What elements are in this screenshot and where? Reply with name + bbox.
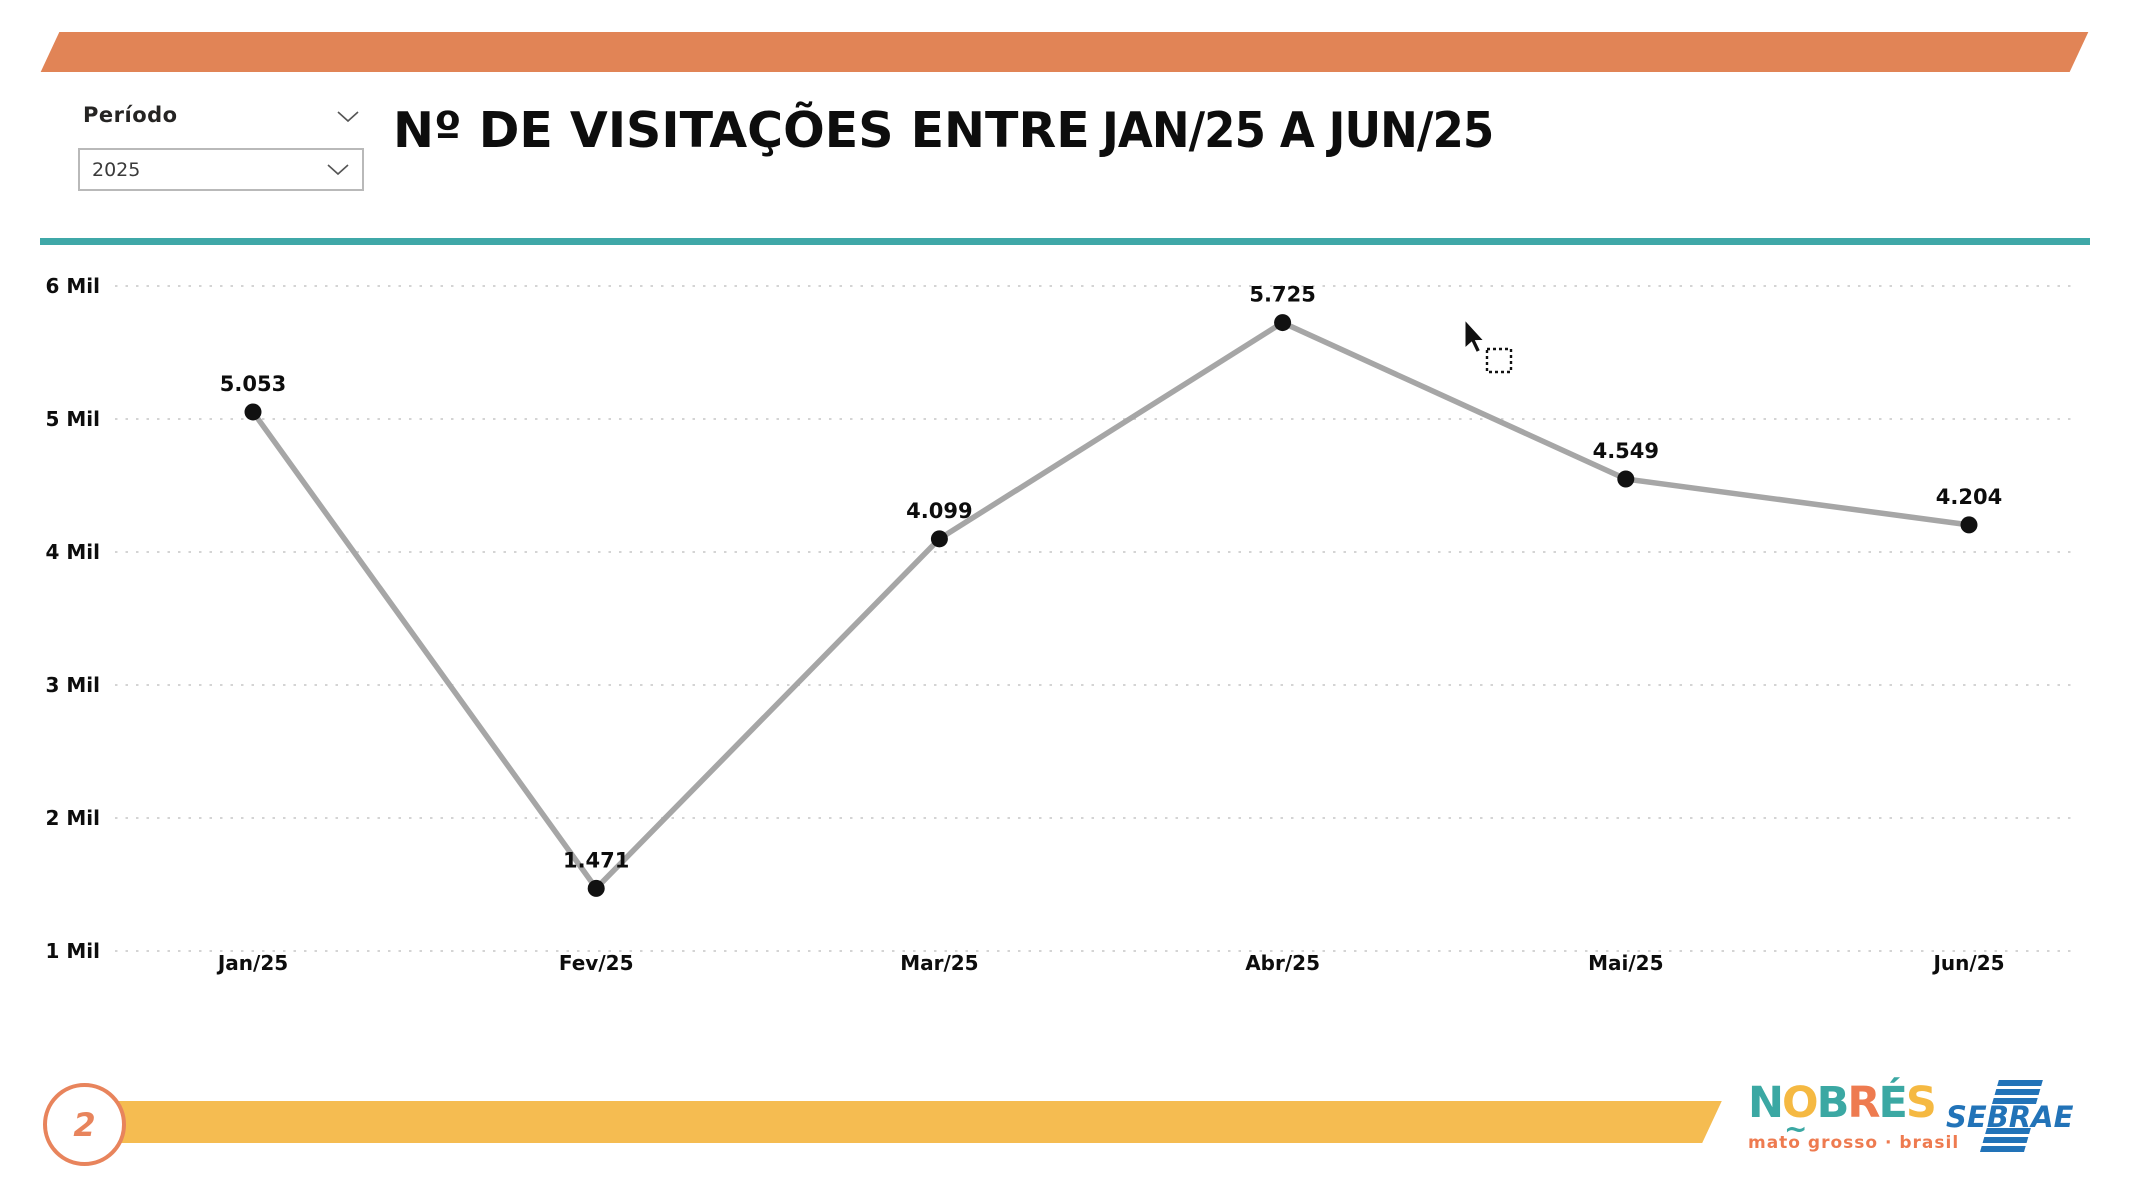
data-point-label: 5.053 (220, 372, 286, 396)
nobres-letter: S (1905, 1078, 1937, 1128)
data-point-marker[interactable] (1617, 470, 1635, 488)
page-number: 2 (73, 1105, 96, 1144)
nobres-letter: É (1878, 1078, 1907, 1128)
period-dropdown[interactable]: 2025 (78, 148, 364, 191)
pointer-cursor-icon (1464, 318, 1485, 354)
nobres-logo-subtitle: mato grosso · brasil (1748, 1133, 1960, 1154)
x-axis-label: Mar/25 (900, 951, 978, 975)
teal-divider (40, 238, 2090, 245)
page-number-badge: 2 (43, 1083, 126, 1166)
x-axis-label: Abr/25 (1245, 951, 1320, 975)
x-axis-label: Fev/25 (559, 951, 634, 975)
y-axis-tick-label: 2 Mil (46, 806, 101, 830)
y-axis-tick-label: 6 Mil (46, 274, 101, 298)
data-point-marker[interactable] (1960, 516, 1978, 534)
slicer-title: Período (83, 103, 178, 127)
page-title-main: Nº DE VISITAÇÕES ENTRE (393, 102, 1090, 159)
x-axis-label: Jun/25 (1931, 951, 2004, 975)
chevron-down-icon[interactable] (326, 163, 350, 177)
series-line (250, 319, 1972, 892)
selection-marquee (1485, 347, 1513, 374)
nobres-letter: N (1748, 1078, 1784, 1128)
data-point-marker[interactable] (930, 530, 948, 548)
data-point-label: 4.204 (1936, 485, 2002, 509)
y-axis-tick-label: 4 Mil (46, 540, 101, 564)
mouse-cursor (1464, 318, 1513, 374)
x-axis-label: Mai/25 (1588, 951, 1663, 975)
data-point-marker[interactable] (244, 403, 262, 421)
nobres-tilde-decoration: ~ (1784, 1112, 1808, 1146)
sebrae-bar (1985, 1128, 2031, 1134)
nobres-logo-word: NO ~ BRÉS (1748, 1078, 1937, 1146)
page-title-range: JAN/25 A JUN/25 (1101, 102, 1494, 159)
sebrae-bar (1982, 1137, 2029, 1143)
nobres-letter: B (1816, 1078, 1850, 1128)
sebrae-bars-icon (1979, 1128, 2031, 1155)
y-axis-tick-label: 5 Mil (46, 407, 101, 431)
sebrae-bar (1979, 1146, 2026, 1152)
data-point-marker[interactable] (587, 879, 605, 897)
data-point-label: 5.725 (1249, 283, 1315, 307)
footer-bar (74, 1101, 1722, 1143)
nobres-logo: NO ~ BRÉS mato grosso · brasil (1748, 1078, 1960, 1154)
y-axis-tick-label: 1 Mil (46, 939, 101, 963)
data-point-label: 1.471 (563, 848, 629, 872)
data-point-label: 4.549 (1593, 439, 1659, 463)
x-axis-label: Jan/25 (216, 951, 288, 975)
chevron-down-icon[interactable] (336, 110, 360, 124)
page-title: Nº DE VISITAÇÕES ENTRE JAN/25 A JUN/25 (393, 104, 1527, 158)
data-point-label: 4.099 (906, 499, 972, 523)
period-dropdown-value: 2025 (92, 158, 141, 181)
sebrae-logo: SEBRAE (1943, 1076, 2093, 1160)
sebrae-bar (1997, 1080, 2043, 1086)
sebrae-bar (1994, 1089, 2041, 1095)
nobres-letter: R (1847, 1078, 1880, 1128)
nobres-letter: O ~ (1782, 1078, 1819, 1146)
data-point-marker[interactable] (1274, 314, 1292, 332)
top-banner (40, 32, 2089, 72)
y-axis-tick-label: 3 Mil (46, 673, 101, 697)
